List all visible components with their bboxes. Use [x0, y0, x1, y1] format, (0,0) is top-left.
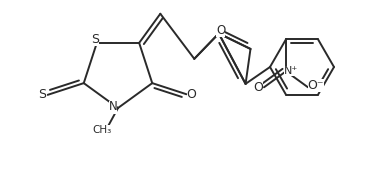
Text: O⁻: O⁻	[308, 79, 324, 92]
Text: O: O	[253, 81, 263, 94]
Text: S: S	[39, 88, 47, 101]
Text: N: N	[109, 100, 118, 114]
Text: O: O	[187, 88, 196, 101]
Text: N⁺: N⁺	[284, 66, 298, 76]
Text: O: O	[216, 24, 226, 37]
Text: S: S	[91, 33, 99, 46]
Text: CH₃: CH₃	[92, 125, 112, 135]
